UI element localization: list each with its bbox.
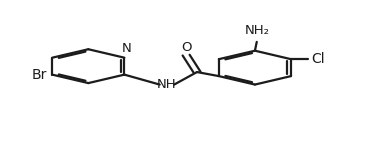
Text: NH₂: NH₂ <box>244 24 269 37</box>
Text: Cl: Cl <box>311 52 324 66</box>
Text: NH: NH <box>156 78 176 91</box>
Text: O: O <box>181 40 191 54</box>
Text: N: N <box>121 42 131 56</box>
Text: Br: Br <box>31 68 47 82</box>
